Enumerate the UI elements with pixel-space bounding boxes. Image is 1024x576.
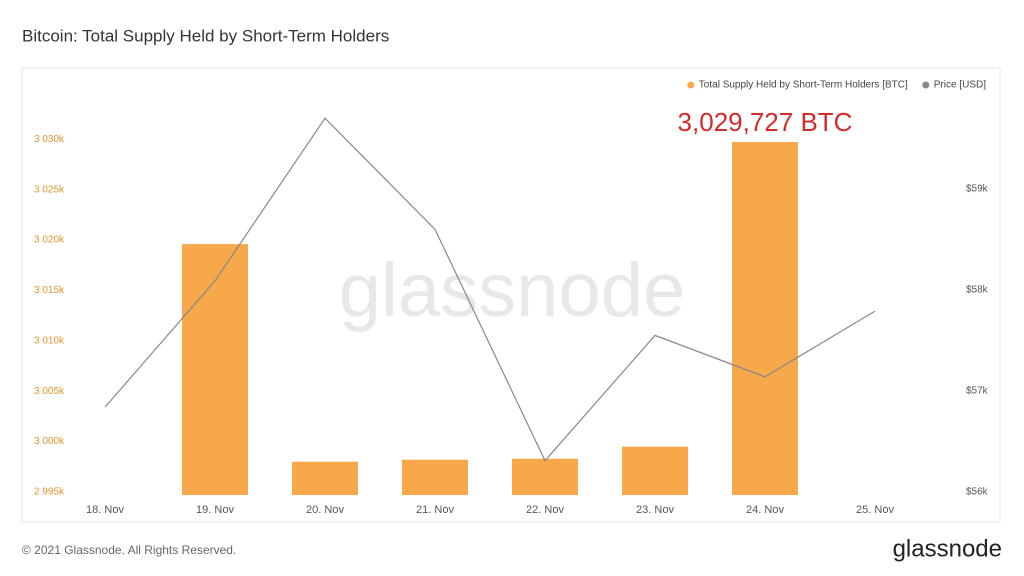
y-tick-label: 3 010k: [34, 335, 65, 346]
bar: [622, 446, 688, 495]
bar: [182, 244, 248, 495]
chart-frame: [21, 67, 1001, 523]
y-tick-label: 2 995k: [34, 487, 65, 498]
bar: [402, 459, 468, 495]
copyright: © 2021 Glassnode. All Rights Reserved.: [22, 543, 236, 557]
legend-marker: [687, 81, 695, 89]
watermark: glassnode: [339, 248, 686, 333]
x-tick-label: 20. Nov: [306, 504, 344, 516]
x-tick-label: 21. Nov: [416, 504, 454, 516]
legend-marker: [922, 81, 930, 89]
y-tick-label: 3 025k: [34, 184, 65, 195]
x-tick-label: 18. Nov: [86, 504, 124, 516]
y2-tick-label: $56k: [966, 487, 989, 498]
x-tick-label: 19. Nov: [196, 504, 234, 516]
y2-tick-label: $58k: [966, 285, 989, 296]
y2-tick-label: $59k: [966, 184, 989, 195]
y-tick-label: 3 000k: [34, 436, 65, 447]
logo: glassnode: [893, 535, 1002, 562]
y2-tick-label: $57k: [966, 386, 989, 397]
x-tick-label: 22. Nov: [526, 504, 564, 516]
x-tick-label: 24. Nov: [746, 504, 784, 516]
chart-title: Bitcoin: Total Supply Held by Short-Term…: [22, 26, 389, 45]
y-tick-label: 3 005k: [34, 386, 65, 397]
price-line: [104, 117, 876, 462]
x-tick-label: 25. Nov: [856, 504, 894, 516]
x-tick-label: 23. Nov: [636, 504, 674, 516]
bar: [732, 142, 798, 495]
y-tick-label: 3 030k: [34, 134, 65, 145]
bar: [512, 458, 578, 495]
y-tick-label: 3 020k: [34, 235, 65, 246]
bar: [292, 461, 358, 495]
legend-label: Total Supply Held by Short-Term Holders …: [699, 80, 908, 91]
value-label: 3,029,727 BTC: [678, 107, 853, 137]
y-tick-label: 3 015k: [34, 285, 65, 296]
legend-label: Price [USD]: [934, 80, 986, 91]
